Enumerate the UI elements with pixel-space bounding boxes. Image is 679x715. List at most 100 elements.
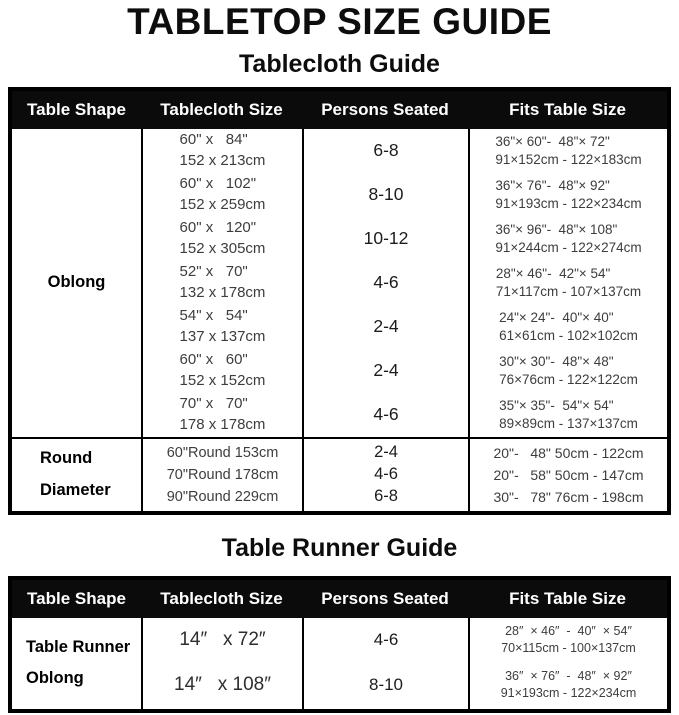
fits-cm: 71×117cm - 107×137cm xyxy=(495,283,642,299)
table-row: 52" x 70" 132 x 178cm xyxy=(143,261,302,305)
shape-label-round-diameter: Round Diameter xyxy=(12,439,141,511)
table-row: 70" x 70" 178 x 178cm xyxy=(143,393,302,437)
fits-inches: 36"× 60"- 48"× 72" xyxy=(495,134,610,150)
round-persons-column: 2-4 4-6 6-8 xyxy=(302,438,468,511)
size-value: 14″ x 108″ xyxy=(174,674,271,696)
tablecloth-guide-table: Table Shape Tablecloth Size Persons Seat… xyxy=(8,86,671,515)
fits-cm: 91×193cm - 122×234cm xyxy=(500,686,637,701)
table-row: 90"Round 229cm xyxy=(143,486,302,508)
table-row: 60" x 84" 152 x 213cm xyxy=(143,129,302,173)
table-row: 2-4 xyxy=(304,349,468,393)
oblong-size-column: 60" x 84" 152 x 213cm 60" x 102" 152 x 259… xyxy=(141,128,302,437)
round-section: Round Diameter 60"Round 153cm 70"Round 1… xyxy=(12,436,667,511)
size-inches: 60" x 120" xyxy=(179,219,257,237)
runner-size-column: 14″ x 72″ 14″ x 108″ xyxy=(141,617,302,709)
table-row: 60"Round 153cm xyxy=(143,442,302,464)
fits-inches: 36"× 96"- 48"× 108" xyxy=(495,222,618,238)
table-row: 8-10 xyxy=(304,663,468,708)
table-row: 30"× 30"- 48"× 48" 76×76cm - 122×122cm xyxy=(470,349,667,393)
size-cm: 152 x 152cm xyxy=(179,371,266,389)
fits-inches: 28"× 46"- 42"× 54" xyxy=(495,266,611,282)
table-row: 36"× 76"- 48"× 92" 91×193cm - 122×234cm xyxy=(470,173,667,217)
persons-value: 4-6 xyxy=(373,630,399,650)
fits-cm: 89×89cm - 137×137cm xyxy=(499,415,638,431)
fits-inches: 36"× 76"- 48"× 92" xyxy=(495,178,610,194)
table-row: 30"- 78" 76cm - 198cm xyxy=(470,486,667,508)
size-cm: 178 x 178cm xyxy=(179,415,266,433)
table-row: 70"Round 178cm xyxy=(143,464,302,486)
persons-value: 4-6 xyxy=(374,465,398,484)
fits-cm: 76×76cm - 122×122cm xyxy=(499,371,638,387)
tablecloth-table-header-row: Table Shape Tablecloth Size Persons Seat… xyxy=(12,90,667,129)
persons-value: 8-10 xyxy=(368,184,404,205)
shape-label-oblong: Oblong xyxy=(47,273,106,292)
fits-value: 20"- 58" 50cm - 147cm xyxy=(493,466,644,483)
header-tablecloth-size: Tablecloth Size xyxy=(160,99,283,119)
page-title: TABLETOP SIZE GUIDE xyxy=(127,1,552,42)
table-row: 24"× 24"- 40"× 40" 61×61cm - 102×102cm xyxy=(470,305,667,349)
table-row: 14″ x 108″ xyxy=(143,663,302,708)
fits-inches: 28″ × 46″ - 40″ × 54″ xyxy=(505,624,632,639)
table-runner-guide-title: Table Runner Guide xyxy=(221,533,458,562)
size-inches: 60" x 84" xyxy=(179,131,248,149)
table-row: 36"× 96"- 48"× 108" 91×244cm - 122×274cm xyxy=(470,217,667,261)
fits-cm: 91×244cm - 122×274cm xyxy=(495,239,642,255)
oblong-section: Oblong 60" x 84" 152 x 213cm 60" x 102" 15… xyxy=(12,128,667,437)
size-inches: 52" x 70" xyxy=(179,263,248,281)
shape-label-table-runner: Table Runner Oblong xyxy=(12,618,141,709)
persons-value: 4-6 xyxy=(373,272,399,293)
tablecloth-guide-title: Tablecloth Guide xyxy=(239,49,440,78)
table-row: 4-6 xyxy=(304,261,468,305)
fits-inches: 24"× 24"- 40"× 40" xyxy=(499,310,614,326)
fits-cm: 91×152cm - 122×183cm xyxy=(495,151,642,167)
runner-table-header-row: Table Shape Tablecloth Size Persons Seat… xyxy=(12,579,667,618)
header-tablecloth-size: Tablecloth Size xyxy=(160,588,283,608)
table-row: 6-8 xyxy=(304,129,468,173)
runner-section: Table Runner Oblong 14″ x 72″ 14″ x 108″… xyxy=(12,617,667,709)
persons-value: 2-4 xyxy=(373,316,399,337)
size-inches: 60" x 102" xyxy=(179,175,257,193)
fits-cm: 61×61cm - 102×102cm xyxy=(499,327,638,343)
table-row: 28"× 46"- 42"× 54" 71×117cm - 107×137cm xyxy=(470,261,667,305)
size-inches: 54" x 54" xyxy=(179,307,248,325)
table-row: 4-6 xyxy=(304,393,468,437)
persons-value: 6-8 xyxy=(374,487,398,506)
header-table-shape: Table Shape xyxy=(27,588,126,608)
fits-inches: 36″ × 76″ - 48″ × 92″ xyxy=(505,669,632,684)
shape-label-line2: Diameter xyxy=(40,481,111,500)
table-row: 60" x 120" 152 x 305cm xyxy=(143,217,302,261)
table-row: 2-4 xyxy=(304,442,468,464)
persons-value: 2-4 xyxy=(374,443,398,462)
table-row: 60" x 60" 152 x 152cm xyxy=(143,349,302,393)
size-value: 60"Round 153cm xyxy=(166,444,279,461)
header-persons-seated: Persons Seated xyxy=(321,588,449,608)
fits-value: 30"- 78" 76cm - 198cm xyxy=(493,488,644,505)
table-row: 36″ × 76″ - 48″ × 92″ 91×193cm - 122×234c… xyxy=(470,663,667,708)
fits-cm: 91×193cm - 122×234cm xyxy=(495,195,642,211)
shape-label-line1: Round xyxy=(40,449,93,468)
table-runner-guide-table: Table Shape Tablecloth Size Persons Seat… xyxy=(8,575,671,713)
runner-persons-column: 4-6 8-10 xyxy=(302,617,468,709)
fits-inches: 35"× 35"- 54"× 54" xyxy=(499,398,614,414)
persons-value: 6-8 xyxy=(373,140,399,161)
size-cm: 152 x 259cm xyxy=(179,195,266,213)
round-fits-column: 20"- 48" 50cm - 122cm 20"- 58" 50cm - 14… xyxy=(468,438,667,511)
round-size-column: 60"Round 153cm 70"Round 178cm 90"Round 2… xyxy=(141,438,302,511)
persons-value: 10-12 xyxy=(363,228,409,249)
table-row: 36"× 60"- 48"× 72" 91×152cm - 122×183cm xyxy=(470,129,667,173)
table-row: 2-4 xyxy=(304,305,468,349)
table-row: 4-6 xyxy=(304,464,468,486)
table-row: 14″ x 72″ xyxy=(143,618,302,663)
table-row: 10-12 xyxy=(304,217,468,261)
table-row: 54" x 54" 137 x 137cm xyxy=(143,305,302,349)
shape-label-line1: Table Runner xyxy=(26,638,131,657)
persons-value: 4-6 xyxy=(373,404,399,425)
runner-fits-column: 28″ × 46″ - 40″ × 54″ 70×115cm - 100×137c… xyxy=(468,617,667,709)
size-value: 14″ x 72″ xyxy=(179,629,266,651)
table-row: 28″ × 46″ - 40″ × 54″ 70×115cm - 100×137c… xyxy=(470,618,667,663)
persons-value: 2-4 xyxy=(373,360,399,381)
fits-inches: 30"× 30"- 48"× 48" xyxy=(499,354,614,370)
size-value: 90"Round 229cm xyxy=(166,488,279,505)
table-row: 20"- 48" 50cm - 122cm xyxy=(470,442,667,464)
